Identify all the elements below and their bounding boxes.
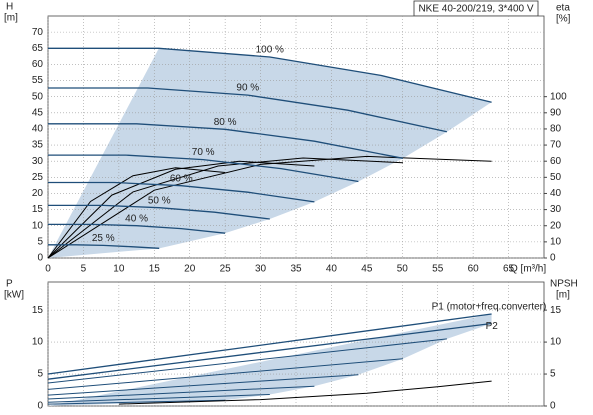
x-tick-label: 45 <box>361 264 373 275</box>
y-tick-label: 5 <box>37 237 43 248</box>
y2-tick-label: 60 <box>550 156 562 167</box>
y2-axis-label: eta <box>556 3 570 14</box>
series-curve <box>48 181 315 203</box>
y2-tick-label: 20 <box>550 220 562 231</box>
y-tick-label: 30 <box>32 156 44 167</box>
x-tick-label: 60 <box>468 264 480 275</box>
y-tick-label: 50 <box>32 91 44 102</box>
y-tick-label: 35 <box>32 140 44 151</box>
series-label: 90 % <box>236 83 259 94</box>
y-tick-label: 40 <box>32 124 44 135</box>
series-label: 80 % <box>214 117 237 128</box>
power-curve <box>47 358 404 390</box>
y-axis-unit: [m] <box>4 13 18 24</box>
series-label: 25 % <box>92 233 115 244</box>
y2-axis-unit: [%] <box>556 14 571 25</box>
chart-title: NKE 40-200/219, 3*400 V <box>418 4 533 15</box>
y-tick-label: 45 <box>32 107 44 118</box>
series-label: 40 % <box>125 213 148 224</box>
power-curve <box>47 385 315 400</box>
series-curve <box>48 123 404 159</box>
secondary-curve <box>47 157 404 259</box>
secondary-curve <box>118 380 492 405</box>
series-curve <box>48 223 226 234</box>
y-tick-label: 65 <box>32 43 44 54</box>
series-curve <box>48 204 270 220</box>
x-axis-label: Q [m³/h] <box>510 264 546 275</box>
y2-tick-label: 40 <box>550 188 562 199</box>
x-tick-label: 35 <box>290 264 302 275</box>
series-curve <box>48 154 359 183</box>
y-tick-label: 0 <box>37 253 43 264</box>
x-tick-label: 10 <box>113 264 125 275</box>
series-curve <box>48 47 492 103</box>
y-axis-unit: [kW] <box>4 290 24 301</box>
series-label: P1 (motor+freq.converter) <box>432 302 547 313</box>
x-tick-label: 55 <box>432 264 444 275</box>
y-axis-label: H <box>6 2 13 13</box>
x-tick-label: 25 <box>220 264 232 275</box>
operating-range <box>48 48 492 259</box>
y2-axis-unit: [m] <box>556 290 570 301</box>
x-tick-label: 30 <box>255 264 267 275</box>
y2-tick-label: 15 <box>550 305 562 316</box>
y-tick-label: 10 <box>32 220 44 231</box>
y2-tick-label: 10 <box>550 337 562 348</box>
series-curve <box>47 313 492 375</box>
y-tick-label: 15 <box>32 305 44 316</box>
power-curve <box>47 338 447 384</box>
y2-tick-label: 50 <box>550 172 562 183</box>
series-curve <box>47 322 492 380</box>
y2-tick-label: 10 <box>550 237 562 248</box>
series-label: 100 % <box>256 45 284 56</box>
series-label: 70 % <box>192 147 215 158</box>
y-tick-label: 25 <box>32 172 44 183</box>
x-tick-label: 65 <box>503 264 515 275</box>
x-tick-label: 20 <box>184 264 196 275</box>
y-tick-label: 10 <box>32 337 44 348</box>
series-label: 50 % <box>148 195 171 206</box>
x-tick-label: 15 <box>149 264 161 275</box>
y2-axis-label: NPSH <box>550 279 578 290</box>
y2-tick-label: 5 <box>550 369 556 380</box>
y-tick-label: 5 <box>37 369 43 380</box>
x-tick-label: 40 <box>326 264 338 275</box>
secondary-curve <box>47 167 226 259</box>
power-curve <box>47 374 359 396</box>
secondary-curve <box>47 155 492 259</box>
y2-tick-label: 0 <box>550 253 556 264</box>
y2-tick-label: 90 <box>550 107 562 118</box>
series-curve <box>48 87 448 133</box>
y-tick-label: 15 <box>32 204 44 215</box>
y-tick-label: 0 <box>37 401 43 412</box>
y-tick-label: 55 <box>32 75 44 86</box>
series-label: P2 <box>486 321 499 332</box>
secondary-curve <box>47 160 315 259</box>
y-tick-label: 60 <box>32 59 44 70</box>
y2-tick-label: 70 <box>550 140 562 151</box>
x-tick-label: 50 <box>397 264 409 275</box>
power-curve <box>47 399 226 405</box>
series-curve <box>48 244 160 249</box>
y2-tick-label: 0 <box>550 401 556 412</box>
y2-tick-label: 100 <box>550 91 567 102</box>
y2-tick-label: 80 <box>550 124 562 135</box>
y2-tick-label: 30 <box>550 204 562 215</box>
x-tick-label: 0 <box>45 264 51 275</box>
series-label: 60 % <box>170 173 193 184</box>
x-tick-label: 5 <box>81 264 87 275</box>
y-tick-label: 70 <box>32 27 44 38</box>
power-curve <box>47 394 270 403</box>
y-tick-label: 20 <box>32 188 44 199</box>
y-axis-label: P <box>6 279 13 290</box>
